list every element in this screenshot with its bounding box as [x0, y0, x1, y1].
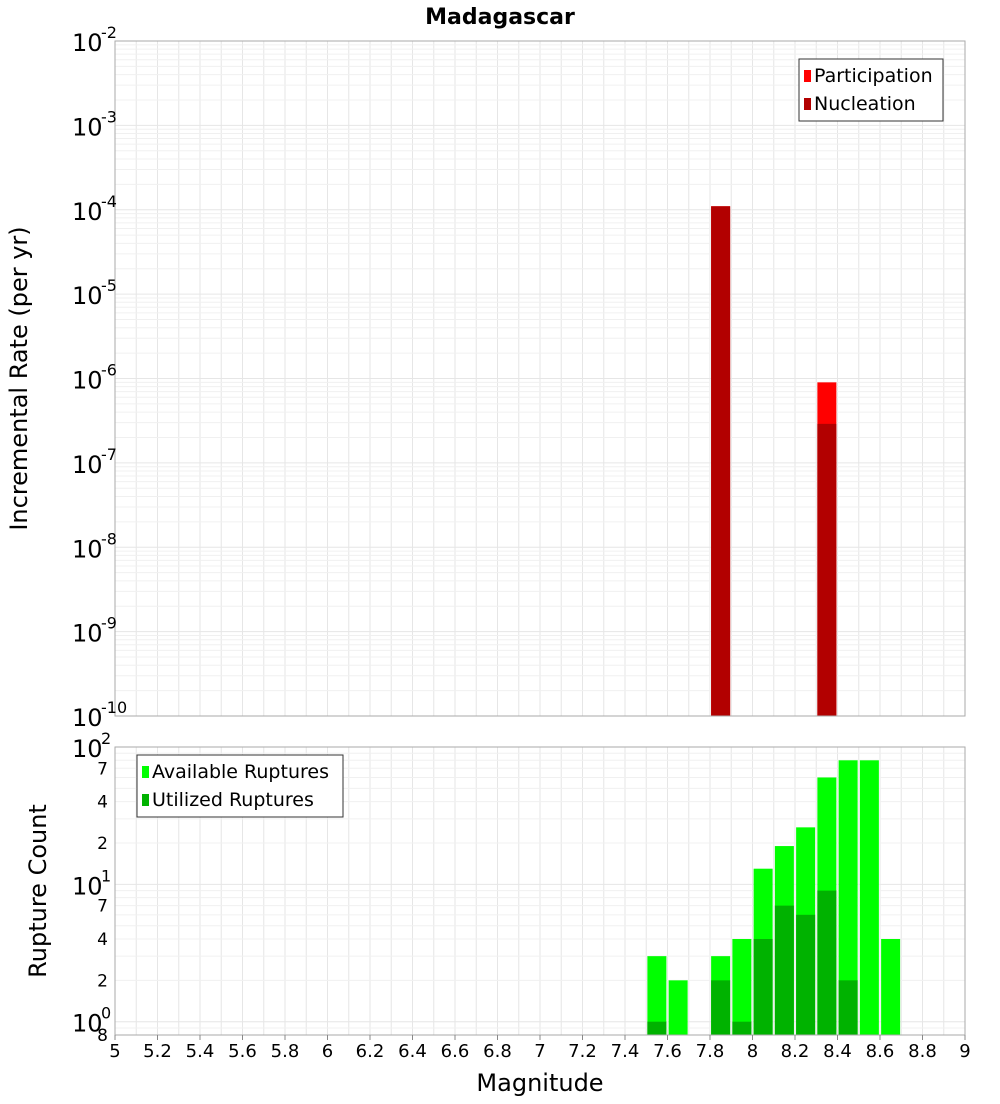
y-tick-label: 10	[72, 113, 103, 141]
y-tick-exponent: -3	[101, 107, 117, 126]
bar	[817, 890, 837, 1035]
y-tick-label: 10	[72, 282, 103, 310]
x-tick-labels: 5 5.2 5.4 5.6 5.8 6 6.2 6.4 6.6 6.8 7 7.2 7.4 7.6 7.8 8…	[109, 1035, 971, 1062]
y-tick-exponent: -10	[101, 698, 127, 717]
bar	[711, 206, 731, 716]
y-tick-exponent: -9	[101, 614, 117, 633]
x-tick-label: 8.8	[908, 1041, 937, 1062]
y-tick-label: 10	[72, 1010, 103, 1038]
x-tick-label: 9	[959, 1041, 970, 1062]
bar	[732, 939, 752, 1035]
x-tick-label: 7.4	[611, 1041, 640, 1062]
x-tick-label: 5.6	[228, 1041, 257, 1062]
x-tick-label: 6	[322, 1041, 333, 1062]
bar	[881, 939, 901, 1035]
bar	[647, 956, 667, 1035]
x-tick-label: 7.8	[696, 1041, 725, 1062]
y-tick-exponent: -4	[101, 192, 117, 211]
legend-label: Available Ruptures	[152, 761, 329, 783]
series-nucleation	[711, 206, 837, 716]
y-tick-exponent: -8	[101, 529, 117, 548]
y-tick-exponent: -2	[101, 23, 117, 42]
y-tick-exponent: 0	[101, 1004, 111, 1023]
y-tick-label: 10	[72, 704, 103, 732]
legend-swatch	[804, 98, 811, 110]
x-tick-label: 6.2	[356, 1041, 385, 1062]
y-minor-tick-label: 4	[97, 930, 108, 950]
x-tick-label: 6.8	[483, 1041, 512, 1062]
legend-label: Utilized Ruptures	[152, 789, 314, 811]
x-tick-label: 8.6	[866, 1041, 895, 1062]
x-tick-label: 8.4	[823, 1041, 852, 1062]
y-tick-label: 10	[72, 29, 103, 57]
y-axis-label: Rupture Count	[24, 804, 52, 978]
legend-box	[798, 58, 944, 122]
legend-label: Participation	[814, 65, 933, 87]
x-tick-label: 5	[109, 1041, 120, 1062]
bar	[668, 980, 688, 1035]
y-tick-exponent: 1	[101, 866, 111, 885]
x-tick-label: 6.6	[441, 1041, 470, 1062]
y-tick-label: 10	[72, 872, 103, 900]
legend-swatch	[804, 70, 811, 82]
y-tick-label: 10	[72, 735, 103, 763]
x-tick-label: 7.6	[653, 1041, 682, 1062]
y-tick-label: 10	[72, 198, 103, 226]
x-tick-label: 5.2	[143, 1041, 172, 1062]
bar	[838, 980, 858, 1035]
bar	[838, 760, 858, 1035]
series-utilized-ruptures	[647, 890, 858, 1035]
legend: Available Ruptures Utilized Ruptures	[136, 754, 344, 818]
y-tick-label: 10	[72, 535, 103, 563]
bar	[817, 423, 837, 716]
bar	[859, 760, 879, 1035]
x-tick-label: 6.4	[398, 1041, 427, 1062]
plot-frame	[114, 40, 966, 717]
y-minor-tick-label: 7	[97, 897, 108, 917]
y-minor-tick-label: 7	[97, 759, 108, 779]
chart-title: Madagascar	[425, 5, 575, 30]
y-tick-label: 10	[72, 451, 103, 479]
x-tick-label: 7.2	[568, 1041, 597, 1062]
y-minor-tick-label: 8	[97, 1026, 108, 1046]
y-tick-exponent: 2	[101, 729, 111, 748]
x-tick-label: 7	[534, 1041, 545, 1062]
y-tick-exponent: -5	[101, 276, 117, 295]
legend-swatch	[142, 766, 149, 778]
y-minor-tick-label: 2	[97, 971, 108, 991]
top-plot: 10-1010-910-810-710-610-510-410-310-2Inc…	[5, 23, 966, 732]
bar	[732, 1021, 752, 1035]
y-tick-exponent: -6	[101, 361, 117, 380]
x-tick-label: 5.8	[271, 1041, 300, 1062]
bar	[753, 939, 773, 1035]
y-tick-exponent: -7	[101, 445, 117, 464]
y-minor-tick-label: 2	[97, 834, 108, 854]
y-minor-tick-label: 4	[97, 793, 108, 813]
x-tick-label: 5.4	[186, 1041, 215, 1062]
bar	[711, 980, 731, 1035]
x-tick-label: 8	[747, 1041, 758, 1062]
x-tick-label: 8.2	[781, 1041, 810, 1062]
y-tick-label: 10	[72, 620, 103, 648]
bar	[796, 914, 816, 1035]
y-tick-label: 10	[72, 367, 103, 395]
legend: Participation Nucleation	[798, 58, 944, 122]
legend-box	[136, 754, 344, 818]
bar	[647, 1021, 667, 1035]
x-axis-label: Magnitude	[476, 1069, 603, 1097]
legend-label: Nucleation	[814, 93, 916, 115]
y-axis-label: Incremental Rate (per yr)	[5, 226, 33, 530]
bar	[774, 905, 794, 1035]
legend-swatch	[142, 794, 149, 806]
